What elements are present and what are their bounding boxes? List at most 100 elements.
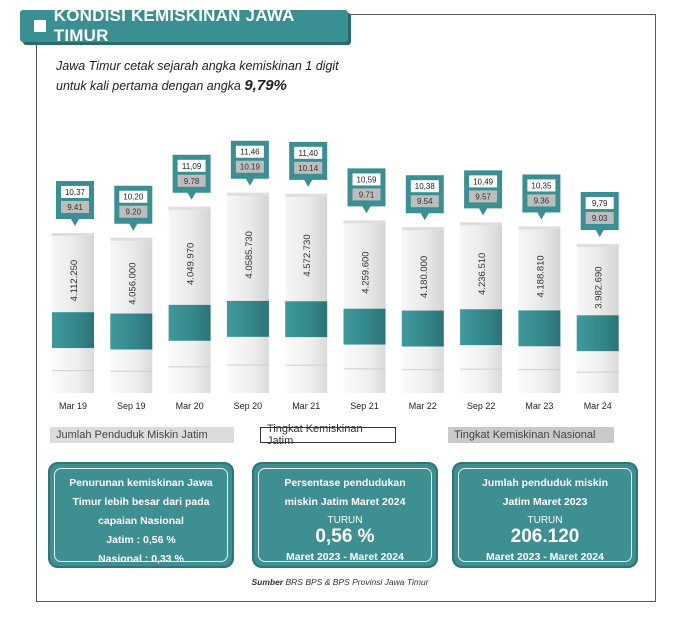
card-line: Timur lebih besar dari pada	[72, 496, 210, 508]
jatim-rate-box	[410, 180, 439, 193]
nasional-rate-label: 10.19	[240, 163, 261, 172]
column-upper	[518, 226, 561, 311]
source-text: BRS BPS & BPS Provinsi Jawa Timur	[285, 577, 429, 587]
category-label: Sep 21	[350, 401, 379, 411]
nasional-rate-label: 9.71	[359, 190, 375, 199]
column-cap	[343, 220, 386, 224]
population-label: 4.180.000	[419, 256, 430, 298]
column-cap	[460, 222, 503, 226]
column-cap	[285, 193, 328, 197]
category-label: Mar 24	[584, 401, 612, 411]
jatim-rate-label: 10,49	[473, 177, 494, 186]
category-label: Mar 19	[59, 401, 87, 411]
jatim-rate-box	[585, 196, 614, 209]
card-text: Persentase pendudukan miskin Jatim Maret…	[258, 475, 432, 566]
jatim-rate-box	[235, 145, 264, 158]
nasional-rate-box	[410, 195, 439, 208]
card-heading-1: Jumlah penduduk miskin	[481, 477, 609, 489]
card-value: 206.120	[510, 526, 580, 547]
jatim-rate-label: 9,79	[592, 199, 608, 208]
legend-tingkat-kemiskinan-jatim: Tingkat Kemiskinan Jatim	[260, 423, 396, 447]
subtitle-line-2-text: untuk kali pertama dengan angka	[56, 79, 241, 93]
column-upper	[52, 232, 94, 313]
column-band	[576, 315, 619, 352]
jatim-rate-label: 10,35	[531, 181, 552, 190]
nasional-rate-label: 9.36	[534, 196, 550, 205]
population-label: 3.982.690	[594, 266, 605, 308]
subtitle: Jawa Timur cetak sejarah angka kemiskina…	[56, 56, 396, 96]
card-period: Maret 2023 - Maret 2024	[486, 551, 604, 563]
column-upper	[226, 192, 269, 301]
card-line: Nasional : 0,33 %	[98, 553, 184, 565]
source-label: Sumber	[251, 577, 284, 587]
category-label: Mar 23	[525, 401, 553, 411]
population-label: 4.056.000	[127, 263, 138, 305]
column-band	[343, 308, 386, 345]
card-turun-label: TURUN	[527, 515, 563, 526]
category-label: Mar 20	[176, 401, 204, 411]
jatim-rate-label: 10,37	[65, 188, 86, 197]
card-line: capaian Nasional	[98, 515, 184, 527]
jatim-rate-box	[469, 175, 498, 188]
jatim-rate-box	[527, 179, 556, 192]
column-upper	[576, 243, 619, 316]
population-label: 4.049.970	[186, 243, 197, 285]
card-heading-2: Jatim Maret 2023	[502, 496, 588, 508]
column-band	[52, 312, 94, 349]
nasional-rate-box	[294, 161, 323, 174]
jatim-rate-label: 11,09	[182, 162, 202, 171]
subtitle-line-1: Jawa Timur cetak sejarah angka kemiskina…	[56, 59, 339, 73]
card-period: Maret 2023 - Maret 2024	[286, 551, 404, 563]
nasional-rate-label: 10.14	[298, 164, 319, 173]
population-label: 4.188.810	[535, 255, 546, 297]
population-label: 4.259.600	[361, 251, 372, 293]
nasional-rate-box	[61, 200, 89, 213]
card-heading-1: Persentase pendudukan	[284, 477, 406, 489]
card-value: 0,56 %	[315, 526, 375, 547]
column-band	[401, 310, 444, 347]
legend-label: Jumlah Penduduk Miskin Jatim	[56, 429, 208, 441]
page-title: KONDISI KEMISKINAN JAWA TIMUR	[53, 6, 294, 45]
nasional-rate-box	[352, 188, 381, 201]
nasional-rate-box	[119, 205, 148, 218]
card-turun-label: TURUN	[327, 515, 363, 526]
jatim-rate-box	[294, 146, 323, 159]
source-note: Sumber BRS BPS & BPS Provinsi Jawa Timur	[0, 577, 680, 587]
nasional-rate-box	[177, 174, 206, 187]
column-cap	[518, 226, 561, 230]
population-label: 4.236.510	[477, 253, 488, 295]
nasional-rate-box	[585, 211, 614, 224]
column-band	[168, 304, 211, 341]
jatim-rate-box	[61, 185, 89, 198]
card-heading-2: miskin Jatim Maret 2024	[284, 496, 406, 508]
column-cap	[226, 192, 269, 196]
card-text: Penurunan kemiskinan Jawa Timur lebih be…	[54, 475, 228, 568]
legend-label: Tingkat Kemiskinan Jatim	[267, 423, 363, 447]
info-card-population: Jumlah penduduk miskin Jatim Maret 2023 …	[452, 462, 638, 568]
card-border	[458, 468, 632, 562]
column-band	[285, 301, 328, 338]
jatim-rate-label: 11,46	[240, 148, 260, 157]
column-cap	[576, 243, 619, 247]
category-label: Sep 22	[467, 401, 496, 411]
nasional-rate-label: 9.78	[184, 177, 200, 186]
column-band	[110, 313, 153, 350]
column-cap	[110, 237, 153, 241]
nasional-rate-label: 9.54	[417, 197, 433, 206]
legend-label: Tingkat Kemiskinan Nasional	[454, 429, 596, 441]
card-line: Penurunan kemiskinan Jawa	[69, 477, 213, 489]
card-line: Jatim : 0,56 %	[106, 534, 176, 546]
column-upper	[285, 193, 328, 302]
category-label: Mar 22	[409, 401, 437, 411]
legend-tingkat-kemiskinan-nasional: Tingkat Kemiskinan Nasional	[448, 427, 614, 443]
nasional-rate-box	[235, 160, 264, 173]
info-card-percentage: Persentase pendudukan miskin Jatim Maret…	[252, 462, 438, 568]
subtitle-line-2: untuk kali pertama dengan angka 9,79%	[56, 76, 396, 96]
jatim-rate-label: 11,40	[298, 149, 318, 158]
population-label: 4.112.250	[69, 260, 80, 302]
jatim-rate-label: 10,59	[356, 175, 377, 184]
title-banner: KONDISI KEMISKINAN JAWA TIMUR	[20, 6, 348, 45]
column-cap	[168, 206, 211, 210]
card-border	[54, 468, 228, 562]
